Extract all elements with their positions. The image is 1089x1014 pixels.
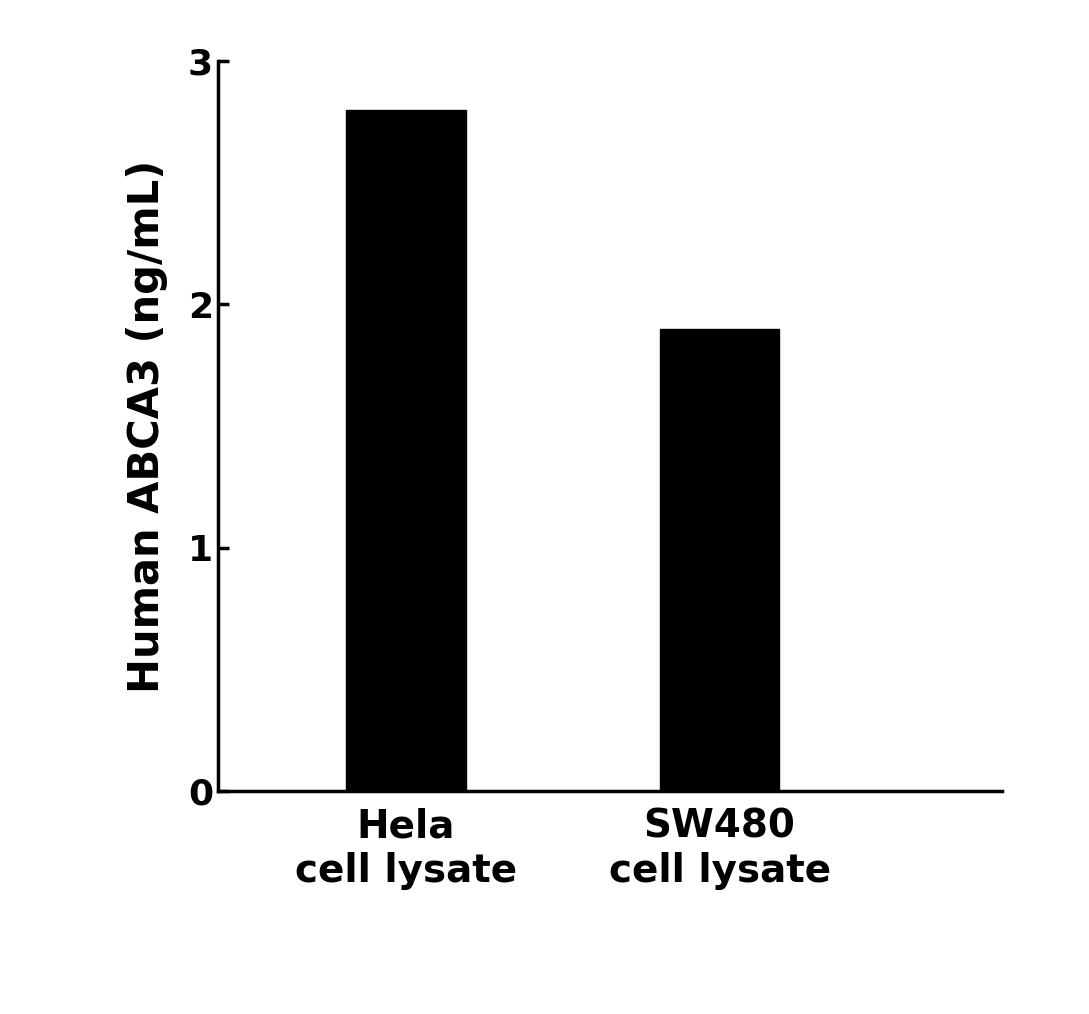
Bar [346, 110, 466, 791]
Bar [660, 329, 780, 791]
Y-axis label: Human ABCA3 (ng/mL): Human ABCA3 (ng/mL) [126, 159, 169, 693]
